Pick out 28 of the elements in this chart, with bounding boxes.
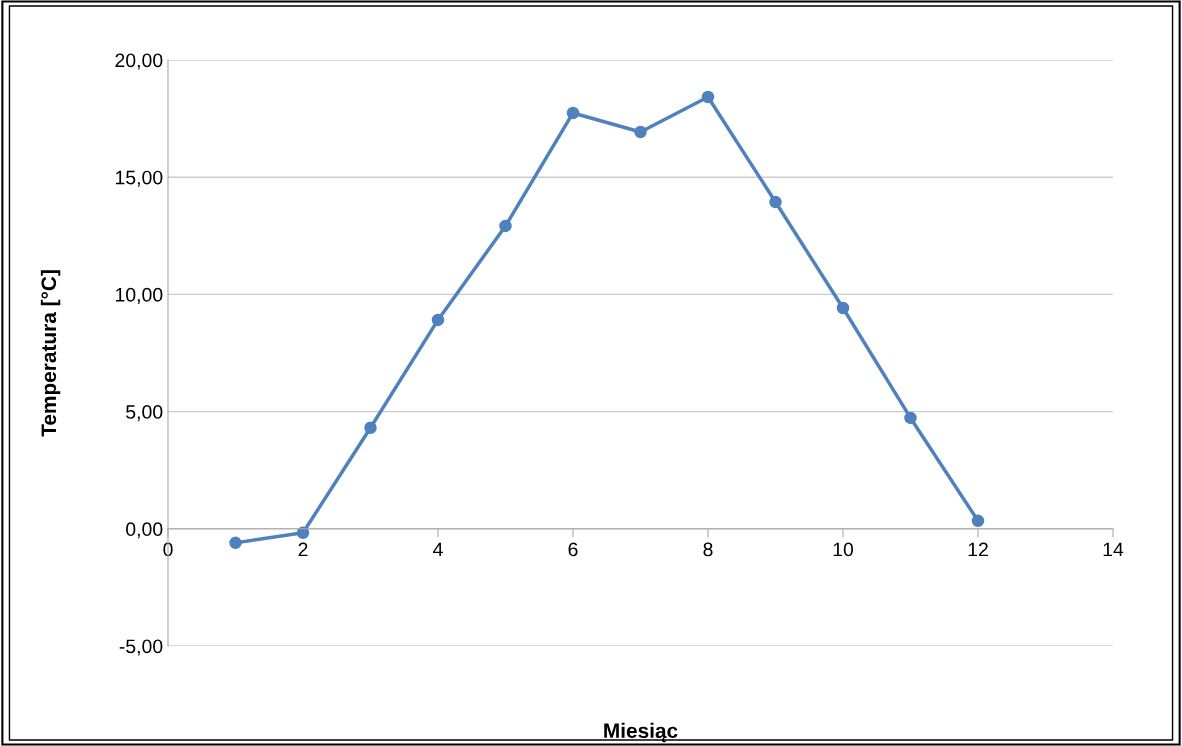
y-axis-title: Temperatura [°C] <box>40 270 61 437</box>
x-tick-label: 8 <box>703 542 713 557</box>
y-tick-label: -5,00 <box>119 639 163 656</box>
x-tick-label: 0 <box>163 542 173 557</box>
x-tick-label: 4 <box>433 542 443 557</box>
point <box>701 90 715 104</box>
y-tick-label: 5,00 <box>126 405 163 422</box>
point <box>566 106 580 120</box>
point <box>836 301 850 315</box>
x-tick-label: 12 <box>968 542 988 557</box>
point <box>296 526 310 540</box>
y-tick-label: 15,00 <box>115 170 163 187</box>
x-axis-title: Miesiąc <box>604 722 678 743</box>
y-tick-label: 0,00 <box>126 522 163 539</box>
point <box>364 421 377 435</box>
y-tick-label: 10,00 <box>115 287 163 304</box>
point <box>769 195 782 209</box>
point <box>499 219 512 233</box>
y-tick-label: 20,00 <box>115 53 163 70</box>
x-tick-label: 2 <box>298 542 308 557</box>
point <box>431 313 445 327</box>
point <box>971 514 985 528</box>
x-tick-label: 6 <box>568 542 578 557</box>
point <box>634 125 647 139</box>
x-tick-label: 10 <box>833 542 854 557</box>
x-tick-label: 14 <box>1103 542 1124 557</box>
point <box>229 536 242 550</box>
point <box>904 411 917 425</box>
